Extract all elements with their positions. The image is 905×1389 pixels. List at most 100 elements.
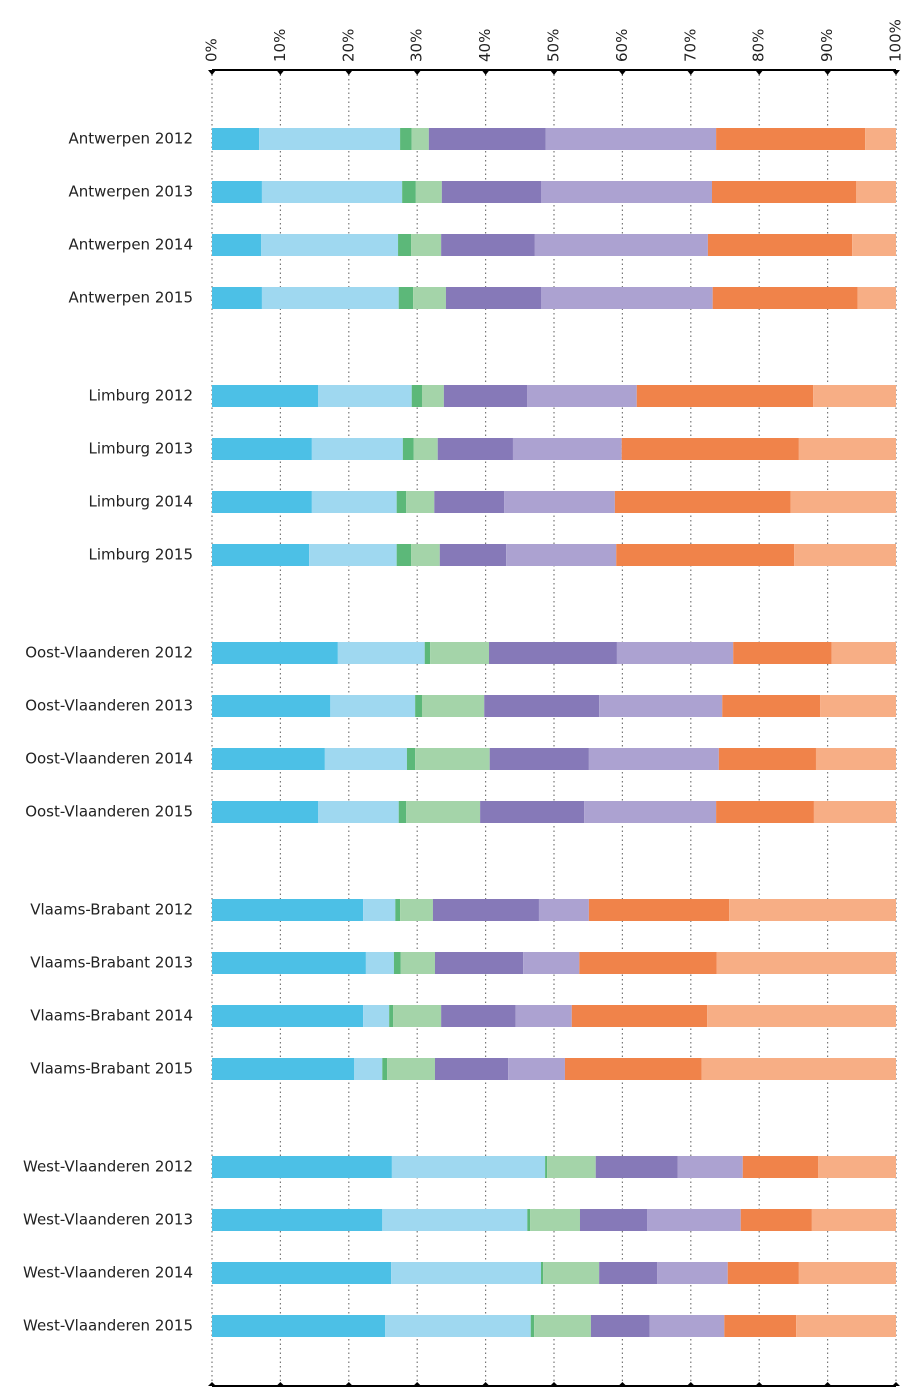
bar-segment [534,1315,591,1337]
bar-segment [742,1156,819,1178]
bar-segment [856,181,896,203]
bar-segment [212,438,312,460]
bar-segment [716,952,896,974]
bar-segment [599,695,723,717]
bar-segment [212,287,262,309]
bar-segment [212,801,319,823]
x-tick-label: 90% [818,29,836,62]
category-label: Vlaams-Brabant 2015 [30,1060,193,1078]
bar-segment [212,1315,386,1337]
bar-segment [212,748,325,770]
bar-segment [818,1156,896,1178]
bar-segment [391,1262,542,1284]
bar-segment [354,1058,383,1080]
bar-segment [857,287,896,309]
bar-segment [411,385,422,407]
tick-mark [823,1382,832,1386]
bar-segment [813,385,896,407]
tick-mark [892,70,900,75]
bar-segment [415,695,422,717]
bar-segment [406,491,435,513]
bar-segment [212,899,364,921]
bar-segment [616,544,795,566]
x-tick-label: 30% [408,29,426,62]
bar-segment [398,801,407,823]
category-label: Oost-Vlaanderen 2015 [25,803,193,821]
bar-segment [402,438,414,460]
bar-segment [261,234,399,256]
bar-segment [400,899,433,921]
bar-segment [527,1209,531,1231]
bar-segment [506,544,617,566]
bar-segment [584,801,717,823]
tick-mark [413,70,422,75]
bar-segment [621,438,799,460]
bar-segment [564,1058,702,1080]
tick-mark [892,1382,900,1386]
bar-segment [712,181,857,203]
category-label: Vlaams-Brabant 2012 [30,901,193,919]
bar-segment [445,287,542,309]
category-label: Oost-Vlaanderen 2013 [25,697,193,715]
category-label: Limburg 2014 [88,493,193,511]
bar-segment [443,385,528,407]
bar-segment [441,1005,516,1027]
bar-segment [543,1262,600,1284]
bar-segment [794,544,896,566]
category-label: Limburg 2012 [88,387,193,405]
tick-mark [344,70,353,75]
bar-segment [212,544,310,566]
tick-mark [208,70,216,75]
bar-segment [512,438,622,460]
category-label: Antwerpen 2012 [68,130,193,148]
category-label: Antwerpen 2013 [68,183,193,201]
bar-segment [393,952,401,974]
bar-segment [865,128,896,150]
bar-segment [480,801,585,823]
bar-segment [712,287,858,309]
bar-segment [545,1156,548,1178]
bar-segment [489,748,589,770]
bar-segment [406,801,481,823]
bar-segment [547,1156,596,1178]
bar-segment [389,1005,394,1027]
bar-segment [421,695,485,717]
tick-mark [618,70,627,75]
tick-mark [755,1382,764,1386]
bar-segment [657,1262,728,1284]
category-label: Oost-Vlaanderen 2014 [25,750,193,768]
bar-segment [324,748,407,770]
bar-segment [614,491,791,513]
bar-segment [707,1005,896,1027]
bar-segment [530,1315,535,1337]
category-label: West-Vlaanderen 2015 [23,1317,193,1335]
bar-segment [437,438,513,460]
bar-segment [796,1315,896,1337]
bar-segment [212,952,366,974]
bar-segment [588,899,730,921]
bar-segment [527,385,637,407]
bar-segment [541,181,713,203]
bar-segment [484,695,600,717]
tick-mark [344,1382,353,1386]
bar-segment [636,385,814,407]
category-label: Vlaams-Brabant 2014 [30,1007,193,1025]
bar-segment [411,544,440,566]
x-tick-label: 80% [750,29,768,62]
tick-mark [413,1382,422,1386]
bar-segment [212,1156,392,1178]
category-label: Antwerpen 2015 [68,289,193,307]
bar-segment [820,695,896,717]
bar-segment [722,695,821,717]
bar-segment [396,544,412,566]
tick-mark [618,1382,627,1386]
bar-segment [212,234,262,256]
bar-segment [545,128,717,150]
bar-segment [212,128,260,150]
tick-mark [755,70,764,75]
x-tick-label: 100% [887,19,905,62]
bar-segment [790,491,896,513]
category-label: Limburg 2015 [88,546,193,564]
bar-segment [508,1058,565,1080]
